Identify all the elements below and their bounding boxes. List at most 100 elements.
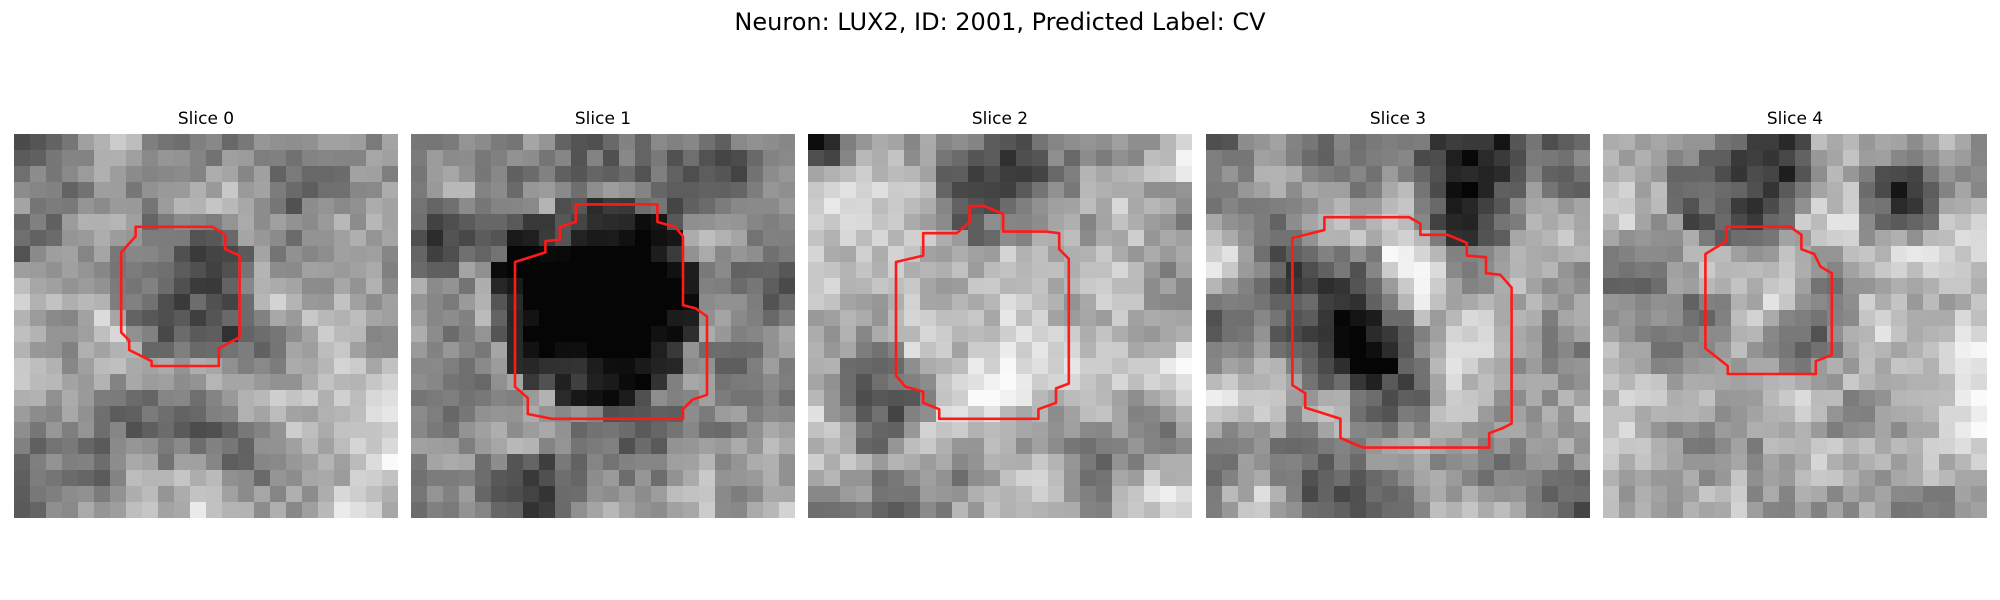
image-pixel bbox=[491, 278, 508, 295]
image-pixel bbox=[1699, 230, 1716, 247]
image-pixel bbox=[254, 198, 271, 215]
image-pixel bbox=[1254, 486, 1271, 503]
image-pixel bbox=[619, 134, 636, 151]
image-pixel bbox=[459, 454, 476, 471]
image-pixel bbox=[952, 454, 969, 471]
image-pixel bbox=[350, 422, 367, 439]
image-pixel bbox=[1462, 422, 1479, 439]
image-pixel bbox=[443, 342, 460, 359]
image-pixel bbox=[254, 246, 271, 263]
image-pixel bbox=[968, 246, 985, 263]
image-pixel bbox=[1414, 358, 1431, 375]
image-pixel bbox=[491, 486, 508, 503]
image-pixel bbox=[1747, 294, 1764, 311]
image-pixel bbox=[1254, 358, 1271, 375]
image-pixel bbox=[30, 182, 47, 199]
image-pixel bbox=[1080, 262, 1097, 279]
image-pixel bbox=[779, 262, 795, 279]
image-pixel bbox=[94, 390, 111, 407]
image-pixel bbox=[1446, 342, 1463, 359]
image-pixel bbox=[1574, 198, 1590, 215]
image-pixel bbox=[1334, 422, 1351, 439]
image-pixel bbox=[1318, 438, 1335, 455]
image-pixel bbox=[539, 502, 556, 518]
image-pixel bbox=[1955, 294, 1972, 311]
image-pixel bbox=[507, 198, 524, 215]
image-pixel bbox=[1206, 438, 1223, 455]
image-pixel bbox=[1254, 438, 1271, 455]
image-pixel bbox=[1843, 470, 1860, 487]
image-pixel bbox=[1128, 390, 1145, 407]
image-pixel bbox=[920, 310, 937, 327]
image-pixel bbox=[459, 294, 476, 311]
image-pixel bbox=[1048, 134, 1065, 151]
image-pixel bbox=[302, 358, 319, 375]
image-pixel bbox=[824, 166, 841, 183]
image-pixel bbox=[1128, 406, 1145, 423]
image-pixel bbox=[174, 182, 191, 199]
image-pixel bbox=[1939, 262, 1956, 279]
image-pixel bbox=[1080, 390, 1097, 407]
image-pixel bbox=[190, 310, 207, 327]
image-pixel bbox=[318, 422, 335, 439]
image-pixel bbox=[190, 502, 207, 518]
image-pixel bbox=[683, 246, 700, 263]
image-pixel bbox=[411, 486, 428, 503]
image-pixel bbox=[1619, 470, 1636, 487]
image-pixel bbox=[635, 422, 652, 439]
image-pixel bbox=[683, 406, 700, 423]
image-pixel bbox=[206, 150, 223, 167]
image-pixel bbox=[270, 262, 287, 279]
image-pixel bbox=[1907, 342, 1924, 359]
image-pixel bbox=[587, 422, 604, 439]
image-pixel bbox=[350, 198, 367, 215]
image-pixel bbox=[731, 294, 748, 311]
image-pixel bbox=[1080, 470, 1097, 487]
image-pixel bbox=[1222, 262, 1239, 279]
image-pixel bbox=[1206, 150, 1223, 167]
image-pixel bbox=[1923, 230, 1940, 247]
slice-panel-3: Slice 3 bbox=[1206, 106, 1590, 522]
image-pixel bbox=[968, 422, 985, 439]
image-pixel bbox=[1206, 470, 1223, 487]
image-pixel bbox=[872, 358, 889, 375]
image-pixel bbox=[1398, 502, 1415, 518]
image-pixel bbox=[523, 470, 540, 487]
slice-image-svg bbox=[1206, 134, 1590, 518]
image-pixel bbox=[1635, 422, 1652, 439]
image-pixel bbox=[555, 166, 572, 183]
image-pixel bbox=[731, 454, 748, 471]
image-pixel bbox=[1763, 438, 1780, 455]
image-pixel bbox=[1955, 246, 1972, 263]
image-pixel bbox=[555, 342, 572, 359]
image-pixel bbox=[142, 326, 159, 343]
image-pixel bbox=[1542, 406, 1559, 423]
image-pixel bbox=[1923, 358, 1940, 375]
image-pixel bbox=[603, 326, 620, 343]
image-pixel bbox=[731, 342, 748, 359]
image-pixel bbox=[1619, 326, 1636, 343]
image-pixel bbox=[443, 246, 460, 263]
image-pixel bbox=[382, 246, 398, 263]
image-pixel bbox=[1222, 198, 1239, 215]
image-pixel bbox=[46, 406, 63, 423]
image-pixel bbox=[334, 342, 351, 359]
image-pixel bbox=[459, 422, 476, 439]
image-pixel bbox=[1238, 182, 1255, 199]
image-pixel bbox=[1112, 150, 1129, 167]
image-pixel bbox=[126, 246, 143, 263]
image-pixel bbox=[427, 470, 444, 487]
image-pixel bbox=[1096, 198, 1113, 215]
image-pixel bbox=[110, 166, 127, 183]
image-pixel bbox=[856, 422, 873, 439]
image-pixel bbox=[475, 134, 492, 151]
image-pixel bbox=[1096, 294, 1113, 311]
image-pixel bbox=[1286, 326, 1303, 343]
image-pixel bbox=[1667, 358, 1684, 375]
image-pixel bbox=[334, 438, 351, 455]
image-pixel bbox=[427, 438, 444, 455]
image-pixel bbox=[1032, 470, 1049, 487]
image-pixel bbox=[888, 134, 905, 151]
image-pixel bbox=[1715, 342, 1732, 359]
image-pixel bbox=[555, 214, 572, 231]
